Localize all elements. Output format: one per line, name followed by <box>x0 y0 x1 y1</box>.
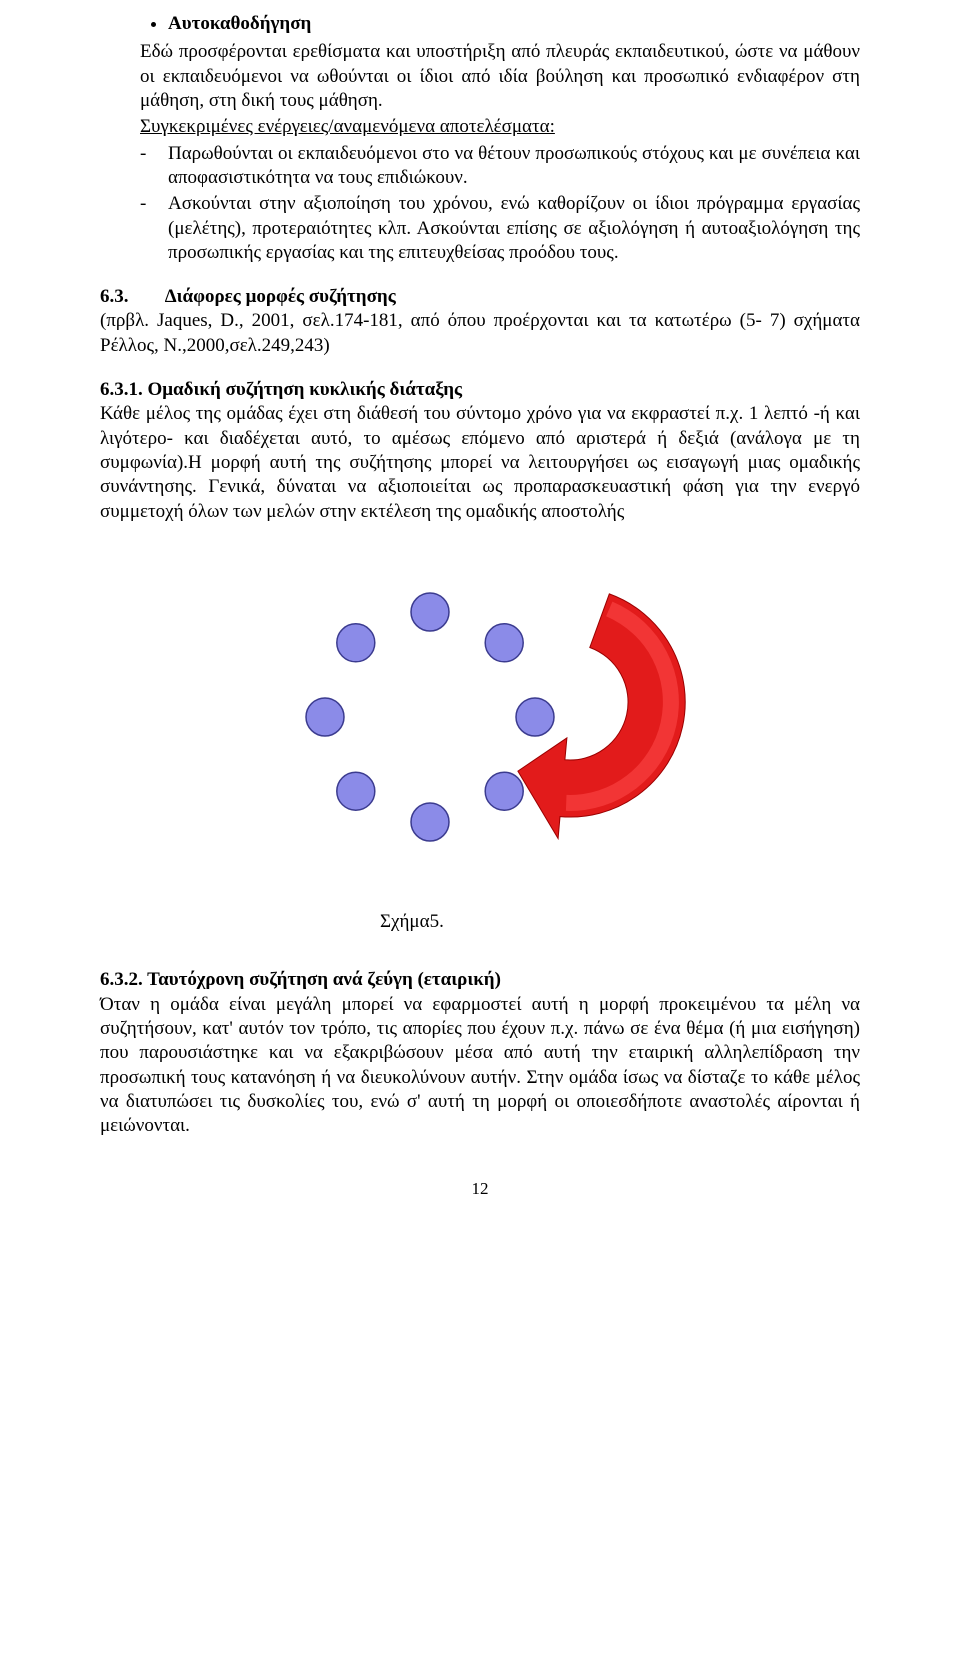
page-number: 12 <box>100 1178 860 1200</box>
para-1: Εδώ προσφέρονται ερεθίσματα και υποστήρι… <box>140 40 860 113</box>
para-2-underline: Συγκεκριμένες ενέργειες/αναμενόμενα αποτ… <box>140 115 860 139</box>
dash-text-2: Ασκούνται στην αξιοποίηση του χρόνου, εν… <box>168 192 860 265</box>
diagram-wrap <box>100 542 860 902</box>
para-2-text: Συγκεκριμένες ενέργειες/αναμενόμενα αποτ… <box>140 116 555 137</box>
bullet-list: Αυτοκαθοδήγηση <box>100 12 860 36</box>
heading-6-3-2: 6.3.2. Ταυτόχρονη συζήτηση ανά ζεύγη (ετ… <box>100 968 860 992</box>
heading-6-3: 6.3. Διάφορες μορφές συζήτησης <box>100 285 860 309</box>
node-circle <box>337 624 375 662</box>
node-circle <box>337 772 375 810</box>
dash-list: - Παρωθούνται οι εκπαιδευόμενοι στο να θ… <box>140 142 860 266</box>
dash-item-1: - Παρωθούνται οι εκπαιδευόμενοι στο να θ… <box>140 142 860 191</box>
heading-6-3-num: 6.3. <box>100 285 160 309</box>
diagram-caption: Σχήμα5. <box>380 910 860 934</box>
node-circle <box>411 593 449 631</box>
ring-arrow-diagram <box>230 542 730 902</box>
heading-6-3-1: 6.3.1. Ομαδική συζήτηση κυκλικής διάταξη… <box>100 378 860 402</box>
bullet-title: Αυτοκαθοδήγηση <box>168 12 860 36</box>
body-6-3-1: Κάθε μέλος της ομάδας έχει στη διάθεσή τ… <box>100 402 860 524</box>
dash-marker: - <box>140 192 168 216</box>
node-circle <box>485 772 523 810</box>
node-circle <box>411 803 449 841</box>
node-circle <box>516 698 554 736</box>
node-circle <box>306 698 344 736</box>
heading-6-3-ref: (πρβλ. Jaques, D., 2001, σελ.174-181, απ… <box>100 309 860 358</box>
body-6-3-2: Όταν η ομάδα είναι μεγάλη μπορεί να εφαρ… <box>100 993 860 1139</box>
dash-item-2: - Ασκούνται στην αξιοποίηση του χρόνου, … <box>140 192 860 265</box>
page-container: Αυτοκαθοδήγηση Εδώ προσφέρονται ερεθίσμα… <box>0 0 960 1230</box>
heading-6-3-title: Διάφορες μορφές συζήτησης <box>165 286 396 307</box>
node-circle <box>485 624 523 662</box>
dash-text-1: Παρωθούνται οι εκπαιδευόμενοι στο να θέτ… <box>168 142 860 191</box>
dash-marker: - <box>140 142 168 166</box>
